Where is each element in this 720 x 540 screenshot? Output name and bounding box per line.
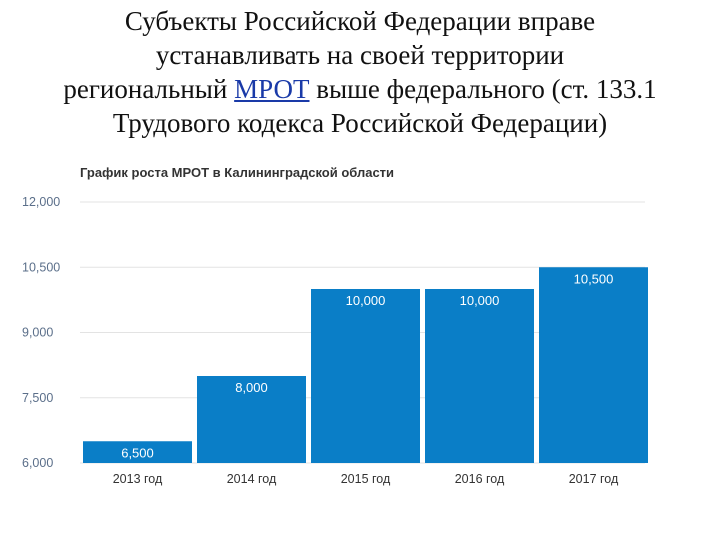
y-tick-label: 10,500 xyxy=(22,260,60,274)
title-line-4: Трудового кодекса Российской Федерации) xyxy=(112,108,608,138)
y-tick-label: 12,000 xyxy=(22,195,60,209)
category-label: 2015 год xyxy=(341,472,391,486)
title-line-2: устанавливать на своей территории xyxy=(155,40,565,70)
category-label: 2016 год xyxy=(455,472,505,486)
category-label: 2013 год xyxy=(113,472,163,486)
bar-value-label: 8,000 xyxy=(235,380,268,395)
bar xyxy=(83,441,192,463)
bar xyxy=(197,376,306,463)
bars xyxy=(83,267,648,463)
bar xyxy=(425,289,534,463)
bar xyxy=(539,267,648,463)
bar-value-label: 6,500 xyxy=(121,445,154,460)
mrot-bar-chart: График роста МРОТ в Калининградской обла… xyxy=(22,165,648,486)
category-label: 2017 год xyxy=(569,472,619,486)
y-tick-label: 6,000 xyxy=(22,456,53,470)
bar-value-label: 10,000 xyxy=(460,293,500,308)
title-line-1: Субъекты Российской Федерации вправе xyxy=(124,6,596,36)
category-label: 2014 год xyxy=(227,472,277,486)
y-tick-label: 9,000 xyxy=(22,326,53,340)
labels: 6,000 7,500 9,000 10,500 12,000 6,500 2013 год… xyxy=(22,195,619,486)
y-tick-label: 7,500 xyxy=(22,391,53,405)
bar-value-label: 10,000 xyxy=(346,293,386,308)
bar-value-label: 10,500 xyxy=(574,271,614,286)
title-line-3-start: региональный xyxy=(63,74,235,104)
chart-title: График роста МРОТ в Калининградской обла… xyxy=(80,165,394,180)
bar xyxy=(311,289,420,463)
title-line-3: региональный МРОТ выше федерального (ст.… xyxy=(20,72,700,106)
slide-title: Субъекты Российской Федерации вправе уст… xyxy=(20,4,700,140)
title-line-3-end: выше федерального (ст. 133.1 xyxy=(309,74,657,104)
mrot-link[interactable]: МРОТ xyxy=(234,74,310,104)
